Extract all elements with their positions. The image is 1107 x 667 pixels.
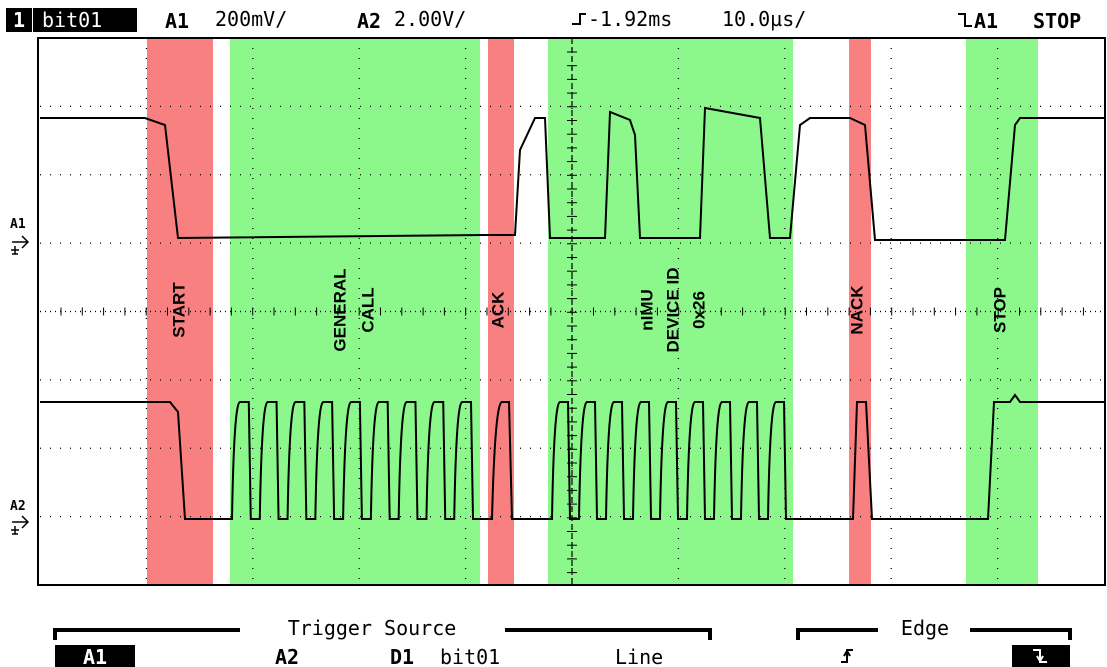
a1-name: A1 xyxy=(165,9,189,33)
annotation: ACK xyxy=(488,291,507,329)
softkey-d1[interactable]: D1 xyxy=(390,645,414,667)
annotation: nIMU xyxy=(637,289,656,331)
delay: -1.92ms xyxy=(588,7,672,31)
softkey-a2[interactable]: A2 xyxy=(275,645,299,667)
annotation: DEVICE ID xyxy=(663,267,682,352)
softkey-line[interactable]: Line xyxy=(615,645,663,667)
softkey-a1[interactable]: A1 xyxy=(83,645,107,667)
channel-label: bit01 xyxy=(42,8,102,32)
ground-marker-a1 xyxy=(11,236,28,254)
marker-a2: A2 xyxy=(10,499,26,514)
softkey-bit01[interactable]: bit01 xyxy=(440,645,500,667)
annotation: CALL xyxy=(358,287,377,332)
oscilloscope-screen: 1 bit01 A1 200mV/ A2 2.00V/ -1.92ms 10.0… xyxy=(0,0,1107,667)
annotation: 0x26 xyxy=(689,291,708,329)
delay-icon xyxy=(572,14,586,24)
trigger-source-title: Trigger Source xyxy=(288,616,457,640)
annotation: STOP xyxy=(990,287,1009,333)
channel-number: 1 xyxy=(13,8,25,32)
timebase: 10.0µs/ xyxy=(722,7,806,31)
annotation: START xyxy=(169,282,188,338)
a1-scale: 200mV/ xyxy=(215,7,287,31)
trigger-source: A1 xyxy=(974,9,998,33)
edge-title: Edge xyxy=(901,616,949,640)
a2-name: A2 xyxy=(357,9,381,33)
trigger-edge-icon xyxy=(958,14,972,26)
annotation: NACK xyxy=(847,285,866,335)
rising-edge-key[interactable] xyxy=(841,650,853,662)
marker-a1: A1 xyxy=(10,217,26,232)
run-status: STOP xyxy=(1033,9,1081,33)
ground-marker-a2 xyxy=(11,516,28,534)
a2-scale: 2.00V/ xyxy=(394,7,466,31)
annotation: GENERAL xyxy=(330,268,349,351)
